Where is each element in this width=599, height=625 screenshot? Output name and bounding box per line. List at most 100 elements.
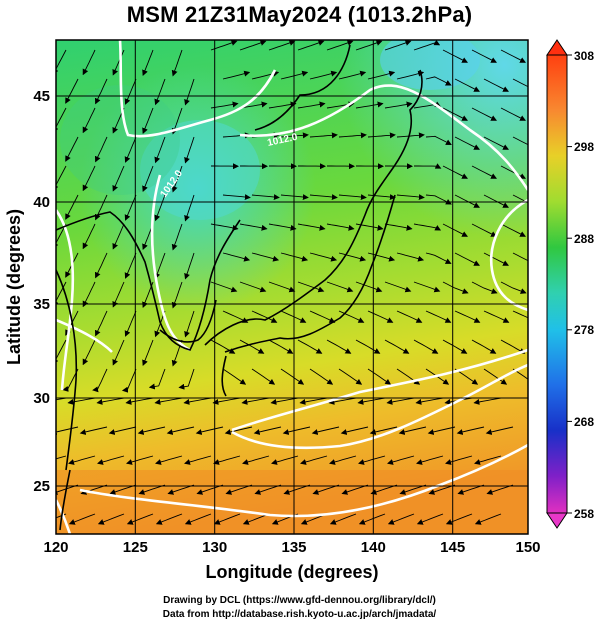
streamline-arrow: [299, 397, 328, 405]
streamline-arrow: [442, 165, 468, 179]
streamline-arrow: [384, 101, 413, 109]
streamline-arrow: [427, 426, 456, 435]
streamline-arrow: [398, 426, 427, 435]
streamline-arrow: [94, 252, 108, 279]
streamline-arrow: [340, 426, 369, 435]
colorbar: 308 298 288 278 268 258: [546, 39, 594, 529]
streamline-arrow: [500, 339, 526, 354]
streamline-arrow: [367, 252, 396, 262]
streamline-arrow: [268, 223, 297, 231]
colorbar-tick-label: 288: [574, 232, 594, 246]
streamline-arrow: [97, 455, 125, 465]
streamline-arrow: [387, 455, 415, 465]
map-title: MSM 21Z31May2024 (1013.2hPa): [126, 2, 473, 27]
korea-coast: [56, 211, 241, 351]
streamline-arrow: [367, 132, 396, 139]
streamline-arrow: [280, 368, 305, 385]
x-tick-label: 140: [361, 539, 386, 556]
streamline-arrow: [222, 70, 251, 80]
streamline-arrow: [297, 339, 323, 354]
streamline-arrow: [82, 223, 96, 250]
streamline-arrow: [56, 107, 67, 133]
streamline-arrow: [512, 78, 528, 88]
streamline-arrow: [357, 397, 386, 405]
streamline-arrow: [512, 310, 528, 319]
streamline-arrow: [56, 339, 67, 365]
streamline-arrow: [425, 135, 452, 145]
streamline-arrow: [483, 368, 508, 385]
streamline-arrow: [210, 101, 239, 109]
streamline-arrow: [500, 281, 527, 294]
x-axis-label: Longitude (degrees): [205, 562, 378, 582]
streamline-arrow: [471, 165, 497, 179]
streamline-arrow: [442, 339, 468, 354]
kyushu-coast: [221, 355, 227, 397]
streamline-arrow: [241, 397, 270, 405]
contour-line: [231, 348, 528, 432]
streamline-arrow: [155, 455, 183, 465]
streamline-arrow: [124, 136, 137, 163]
streamline-arrow: [338, 194, 367, 201]
streamline-arrow: [137, 426, 166, 435]
streamline-arrow: [112, 281, 125, 308]
streamline-arrow: [474, 455, 502, 465]
colorbar-tick-label: 308: [574, 49, 594, 63]
streamline-arrow: [442, 223, 468, 237]
streamline-arrow: [56, 455, 67, 460]
contour-line: [489, 198, 528, 312]
streamline-arrow: [483, 78, 509, 92]
contour-line: [56, 318, 113, 353]
streamline-arrow: [454, 252, 480, 266]
streamline-arrow: [282, 426, 311, 435]
y-axis: 25 30 35 40 45 Latitude (degrees): [4, 88, 50, 495]
streamline-arrow: [239, 281, 267, 293]
streamline-arrow: [184, 78, 195, 106]
streamline-arrow: [268, 101, 297, 109]
plot-frame: [55, 39, 529, 535]
streamline-arrow: [329, 513, 357, 525]
streamline-arrow: [309, 252, 338, 262]
streamline-arrow: [82, 165, 96, 192]
streamline-arrow: [396, 70, 425, 80]
hokkaido-coast: [394, 69, 423, 166]
streamline-arrow: [251, 310, 278, 323]
streamline-arrow: [485, 426, 514, 435]
streamline-arrow: [309, 70, 338, 80]
streamline-arrow: [108, 426, 137, 435]
streamline-arrow: [445, 513, 473, 525]
streamline-arrow: [67, 397, 96, 405]
streamline-arrow: [125, 397, 154, 405]
streamline-arrow: [65, 194, 79, 220]
streamline-arrow: [268, 281, 296, 293]
wind-streamlines: [56, 40, 528, 525]
streamline-arrow: [56, 281, 67, 307]
x-tick-label: 135: [281, 539, 306, 556]
streamline-arrow: [224, 426, 253, 435]
streamline-arrow: [355, 339, 381, 354]
streamline-arrow: [338, 368, 363, 385]
streamline-arrow: [97, 513, 125, 525]
korea-south-coast: [159, 299, 217, 343]
russia-coast: [254, 44, 351, 131]
streamline-arrow: [358, 455, 386, 465]
streamline-arrow: [126, 513, 154, 525]
streamline-arrow: [154, 397, 183, 405]
streamline-arrow: [442, 49, 468, 63]
streamline-arrow: [358, 513, 386, 525]
streamline-arrow: [500, 107, 526, 121]
streamline-arrow: [239, 40, 267, 51]
streamline-arrow: [384, 40, 412, 51]
y-tick-label: 25: [33, 478, 50, 495]
streamline-arrow: [82, 281, 96, 308]
streamline-arrow: [471, 223, 497, 237]
streamline-arrow: [171, 281, 183, 309]
streamline-arrow: [309, 132, 338, 139]
streamline-arrow: [416, 455, 444, 465]
streamline-arrow: [65, 136, 79, 162]
streamline-arrow: [166, 426, 195, 435]
streamline-arrow: [268, 40, 296, 51]
pressure-contours: [56, 40, 528, 534]
streamline-arrow: [416, 513, 444, 525]
contour-line: [118, 40, 277, 138]
